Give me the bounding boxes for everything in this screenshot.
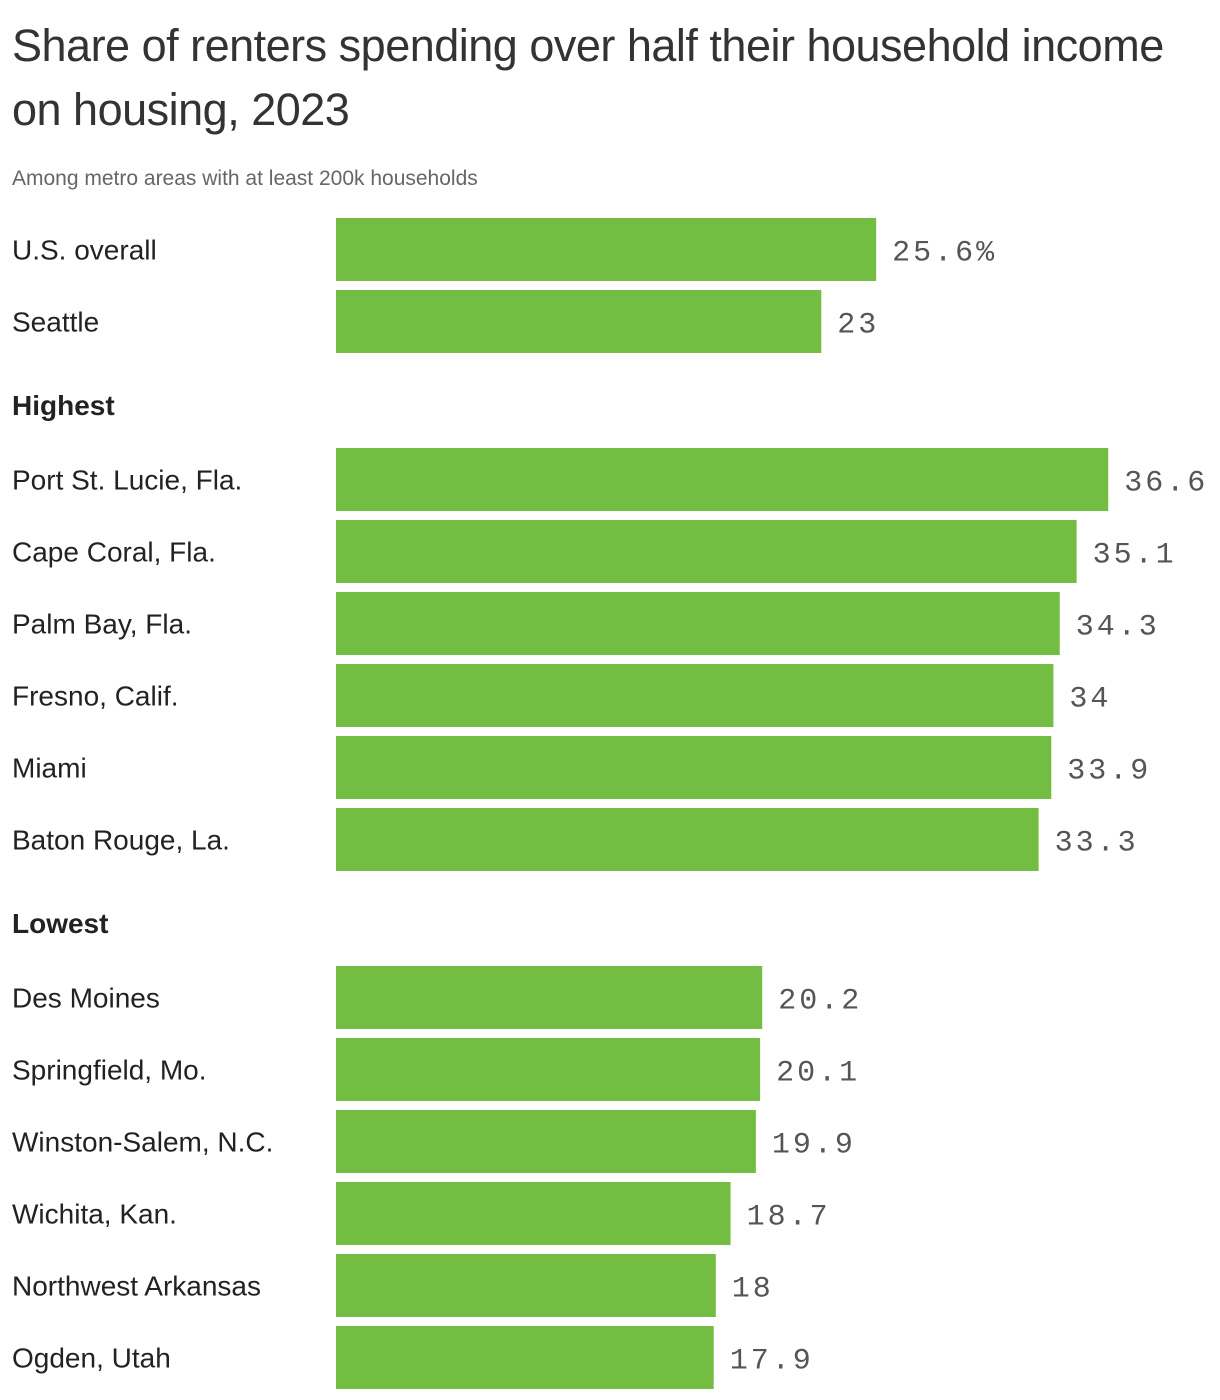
bar (336, 1110, 756, 1173)
bar (336, 808, 1039, 871)
category-label: U.S. overall (12, 235, 157, 266)
category-label: Springfield, Mo. (12, 1055, 207, 1086)
category-label: Palm Bay, Fla. (12, 609, 192, 640)
category-label: Cape Coral, Fla. (12, 537, 216, 568)
category-label: Des Moines (12, 983, 160, 1014)
value-label: 17.9 (730, 1345, 814, 1379)
category-label: Ogden, Utah (12, 1343, 171, 1374)
bar (336, 664, 1054, 727)
bar (336, 1326, 714, 1389)
bar (336, 736, 1052, 799)
category-label: Winston-Salem, N.C. (12, 1127, 273, 1158)
chart-title: Share of renters spending over half thei… (12, 20, 1164, 135)
bar (336, 1182, 731, 1245)
bar (336, 290, 822, 353)
bar (336, 218, 877, 281)
group-header-highest: Highest (12, 390, 115, 421)
value-label: 25.6% (892, 237, 997, 271)
value-label: 18 (732, 1273, 774, 1307)
bar (336, 448, 1109, 511)
bar (336, 1038, 761, 1101)
category-label: Fresno, Calif. (12, 681, 179, 712)
bar (336, 592, 1060, 655)
category-label: Miami (12, 753, 87, 784)
value-label: 20.2 (778, 985, 862, 1019)
value-label: 34 (1069, 683, 1111, 717)
category-label: Port St. Lucie, Fla. (12, 465, 242, 496)
value-label: 36.6 (1124, 467, 1208, 501)
category-label: Seattle (12, 307, 99, 338)
value-label: 33.3 (1055, 827, 1139, 861)
value-label: 33.9 (1067, 755, 1151, 789)
value-label: 19.9 (772, 1129, 856, 1163)
value-label: 18.7 (747, 1201, 831, 1235)
bar (336, 520, 1077, 583)
chart-subtitle: Among metro areas with at least 200k hou… (12, 167, 478, 190)
category-label: Northwest Arkansas (12, 1271, 261, 1302)
value-label: 20.1 (776, 1057, 860, 1091)
value-label: 35.1 (1093, 539, 1177, 573)
category-label: Baton Rouge, La. (12, 825, 230, 856)
bar (336, 966, 763, 1029)
value-label: 34.3 (1076, 611, 1160, 645)
group-header-lowest: Lowest (12, 908, 108, 939)
bar (336, 1254, 716, 1317)
category-label: Wichita, Kan. (12, 1199, 177, 1230)
value-label: 23 (837, 309, 879, 343)
